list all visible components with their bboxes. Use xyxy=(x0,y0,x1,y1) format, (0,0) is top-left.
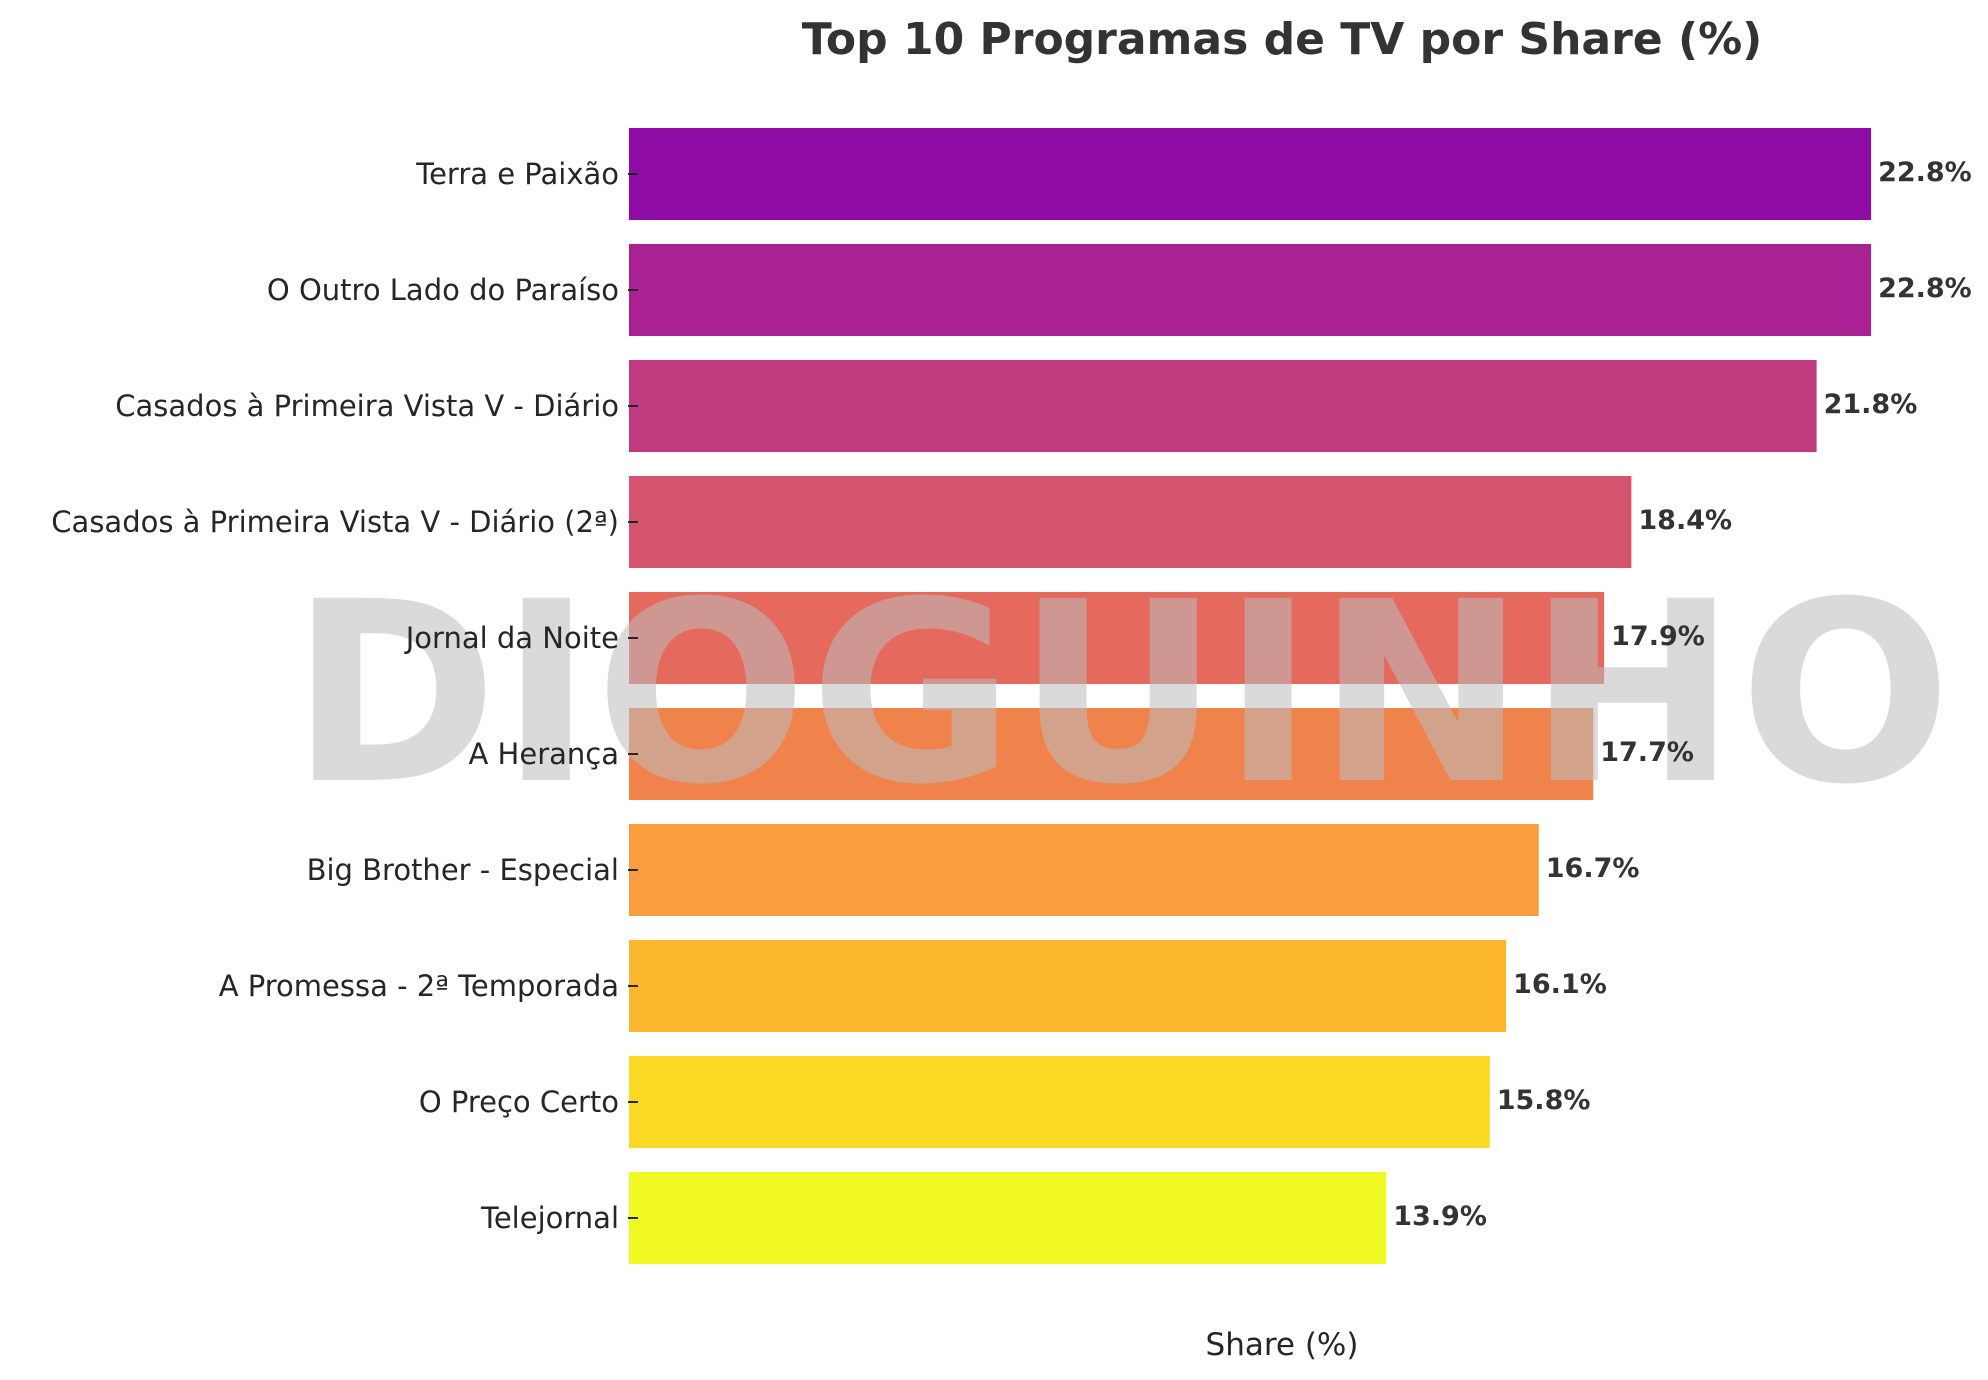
category-label-8: A Promessa - 2ª Temporada xyxy=(219,969,619,1003)
value-label-1: 22.8% xyxy=(1878,157,1972,188)
bar-3 xyxy=(629,360,1817,452)
x-axis-label: Share (%) xyxy=(1206,1327,1359,1363)
bar-5 xyxy=(629,592,1605,684)
value-label-5: 17.9% xyxy=(1611,621,1705,652)
value-label-3: 21.8% xyxy=(1824,389,1918,420)
bars-layer xyxy=(629,128,1872,1264)
category-label-9: O Preço Certo xyxy=(419,1085,619,1119)
category-label-10: Telejornal xyxy=(480,1201,619,1235)
bar-7 xyxy=(629,824,1539,916)
category-label-2: O Outro Lado do Paraíso xyxy=(267,273,619,307)
category-label-6: A Herança xyxy=(469,737,620,771)
value-label-6: 17.7% xyxy=(1600,737,1694,768)
category-label-3: Casados à Primeira Vista V - Diário xyxy=(115,389,619,423)
bar-4 xyxy=(629,476,1632,568)
value-label-9: 15.8% xyxy=(1497,1085,1591,1116)
value-label-10: 13.9% xyxy=(1393,1201,1487,1232)
chart-title: Top 10 Programas de TV por Share (%) xyxy=(802,14,1763,65)
value-label-2: 22.8% xyxy=(1878,273,1972,304)
bar-9 xyxy=(629,1056,1490,1148)
bar-10 xyxy=(629,1172,1387,1264)
bar-1 xyxy=(629,128,1872,220)
value-label-8: 16.1% xyxy=(1513,969,1607,1000)
category-label-7: Big Brother - Especial xyxy=(307,853,619,887)
value-label-4: 18.4% xyxy=(1638,505,1732,536)
watermark-layer: DIOGUINHO xyxy=(290,548,1953,839)
bar-6 xyxy=(629,708,1594,800)
bar-2 xyxy=(629,244,1872,336)
category-label-4: Casados à Primeira Vista V - Diário (2ª) xyxy=(51,505,619,539)
watermark: DIOGUINHO xyxy=(290,548,1953,839)
labels-layer: Terra e Paixão 22.8% O Outro Lado do Paraí… xyxy=(51,157,1971,1235)
bar-8 xyxy=(629,940,1507,1032)
value-label-7: 16.7% xyxy=(1546,853,1640,884)
category-label-5: Jornal da Noite xyxy=(404,621,619,655)
category-label-1: Terra e Paixão xyxy=(415,157,619,191)
